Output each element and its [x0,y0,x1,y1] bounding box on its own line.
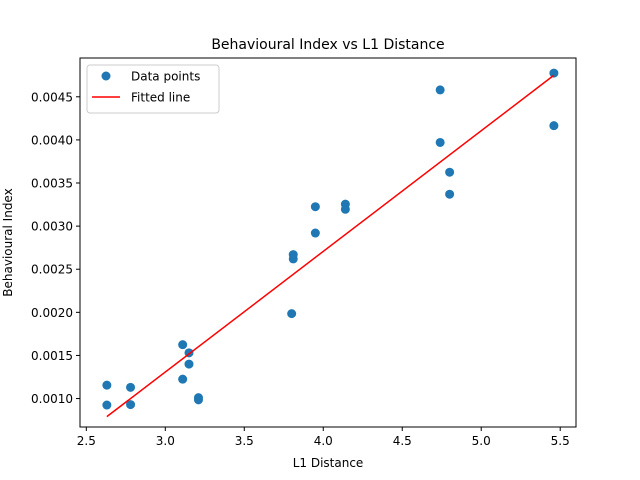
data-point [102,400,112,410]
x-tick-label: 3.5 [235,434,254,448]
fitted-line [106,74,555,418]
data-point [126,400,136,410]
data-point [178,374,188,384]
data-point [445,167,455,177]
data-point [549,68,559,78]
legend-label-data-points: Data points [131,70,200,84]
legend-marker-data-points [101,71,111,81]
plot-frame [79,57,577,428]
plot-marks [102,68,559,418]
y-axis-ticks: 0.0010 0.0015 0.0020 0.0025 0.0030 0.0035 0.00… [31,90,80,406]
data-point [193,395,203,405]
data-point [310,202,320,212]
legend: Data points Fitted line [86,64,220,114]
y-axis-label: Behavioural Index [1,188,15,296]
data-point [184,359,194,369]
y-tick-label: 0.0045 [31,90,73,104]
legend-box [86,64,220,114]
x-tick-label: 5.0 [472,434,491,448]
x-axis-ticks: 2.5 3.0 3.5 4.0 4.5 5.0 5.5 [77,427,570,448]
y-tick-label: 0.0030 [31,220,73,234]
y-tick-label: 0.0015 [31,349,73,363]
data-point [549,121,559,131]
legend-label-fitted-line: Fitted line [131,91,190,105]
data-point [178,340,188,350]
y-tick-label: 0.0025 [31,263,73,277]
x-tick-label: 2.5 [77,434,96,448]
y-tick-label: 0.0035 [31,177,73,191]
y-tick-label: 0.0020 [31,306,73,320]
data-point [435,85,445,95]
x-tick-label: 4.0 [314,434,333,448]
y-tick-label: 0.0010 [31,392,73,406]
x-tick-label: 3.0 [156,434,175,448]
y-tick-label: 0.0040 [31,133,73,147]
chart-title: Behavioural Index vs L1 Distance [211,37,444,53]
data-point [288,254,298,264]
x-tick-label: 4.5 [393,434,412,448]
x-axis-label: L1 Distance [293,456,364,470]
data-point [287,309,297,319]
data-point [102,380,112,390]
x-tick-label: 5.5 [551,434,570,448]
data-point [126,382,136,392]
data-point [435,137,445,147]
data-point [340,204,350,214]
data-point [445,189,455,199]
data-point [310,228,320,238]
